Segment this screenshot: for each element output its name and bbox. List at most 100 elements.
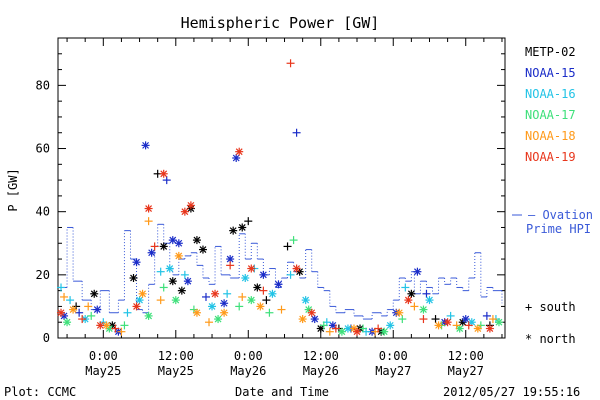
north-point (132, 258, 141, 267)
ovation-legend-line-1: – Ovation (528, 208, 593, 222)
north-point (301, 296, 310, 305)
south-point (331, 324, 340, 333)
series-metp-02 (72, 169, 494, 336)
north-point (238, 223, 247, 232)
north-point (198, 245, 207, 254)
north-point (63, 318, 72, 327)
south-point (410, 302, 419, 311)
north-point (235, 147, 244, 156)
south-point (286, 59, 295, 68)
south-point (422, 289, 431, 298)
ovation-legend-line-2: Prime HPI (526, 222, 591, 236)
north-point (174, 251, 183, 260)
north-point (229, 226, 238, 235)
north-point (247, 264, 256, 273)
north-point (159, 169, 168, 178)
legend: METP-02 NOAA-15 NOAA-16 NOAA-17 NOAA-18 NOAA-… (525, 45, 576, 164)
north-point (274, 280, 283, 289)
south-point (401, 283, 410, 292)
south-point (156, 296, 165, 305)
plot-frame (57, 37, 506, 339)
timestamp: 2012/05/27 19:55:16 (443, 385, 580, 399)
north-point (434, 321, 443, 330)
legend-entry: NOAA-19 (525, 150, 576, 164)
south-point (325, 327, 334, 336)
south-point (262, 296, 271, 305)
north-point (247, 296, 256, 305)
north-point (473, 324, 482, 333)
x-tick-label-date: May26 (230, 364, 266, 378)
south-point (75, 308, 84, 317)
north-point (174, 239, 183, 248)
north-point (461, 315, 470, 324)
x-tick-label-date: May25 (85, 364, 121, 378)
x-tick-label-time: 0:00 (379, 349, 408, 363)
north-point (211, 289, 220, 298)
north-point (93, 305, 102, 314)
north-point (90, 289, 99, 298)
legend-entry: NOAA-18 (525, 129, 576, 143)
x-tick-label-time: 12:00 (303, 349, 339, 363)
x-tick-label-time: 0:00 (234, 349, 263, 363)
ovation-prime-series (58, 223, 503, 320)
south-point (120, 321, 129, 330)
legend-entry: METP-02 (525, 45, 576, 59)
south-point (464, 321, 473, 330)
legend-entry: NOAA-15 (525, 66, 576, 80)
legend-entry: NOAA-17 (525, 108, 576, 122)
north-point (220, 299, 229, 308)
north-point (57, 308, 66, 317)
y-tick-label: 40 (36, 205, 50, 219)
y-tick-label: 60 (36, 142, 50, 156)
north-point (183, 277, 192, 286)
north-point (168, 236, 177, 245)
south-point (87, 311, 96, 320)
x-tick-label-time: 0:00 (89, 349, 118, 363)
south-point (201, 292, 210, 301)
north-point (138, 289, 147, 298)
south-point (431, 315, 440, 324)
south-point (66, 296, 75, 305)
south-point (162, 176, 171, 185)
south-point (150, 242, 159, 251)
north-point (177, 286, 186, 295)
south-point (292, 128, 301, 137)
south-point (159, 283, 168, 292)
south-point (226, 261, 235, 270)
north-point (404, 296, 413, 305)
south-point (283, 242, 292, 251)
y-axis-label: P [GW] (6, 168, 20, 211)
plot-credit: Plot: CCMC (4, 385, 76, 399)
north-point (96, 321, 105, 330)
north-point (135, 296, 144, 305)
north-point (129, 274, 138, 282)
satellite-series (57, 59, 503, 336)
y-axis-label-group: P [GW] (6, 168, 20, 211)
north-point (241, 274, 250, 282)
south-point (123, 308, 132, 317)
north-point (232, 154, 241, 162)
south-point (259, 286, 268, 295)
south-point (319, 321, 328, 330)
south-point (238, 292, 247, 301)
north-point (253, 283, 262, 292)
north-point (186, 201, 195, 210)
north-point (310, 315, 319, 324)
north-point (220, 308, 229, 317)
south-point (398, 315, 407, 324)
north-point (353, 327, 362, 336)
north-point (208, 302, 217, 311)
south-point (277, 305, 286, 314)
north-point (171, 296, 180, 305)
north-point (307, 308, 316, 317)
north-point (485, 324, 494, 333)
north-point (141, 141, 150, 150)
north-point (292, 264, 301, 273)
y-tick-label: 20 (36, 268, 50, 282)
north-point (192, 308, 201, 317)
south-point (117, 327, 126, 336)
x-axis: 0:00May2512:00May250:00May2612:00May260:… (66, 38, 503, 378)
south-point (223, 289, 232, 298)
series-noaa-19 (57, 59, 494, 336)
